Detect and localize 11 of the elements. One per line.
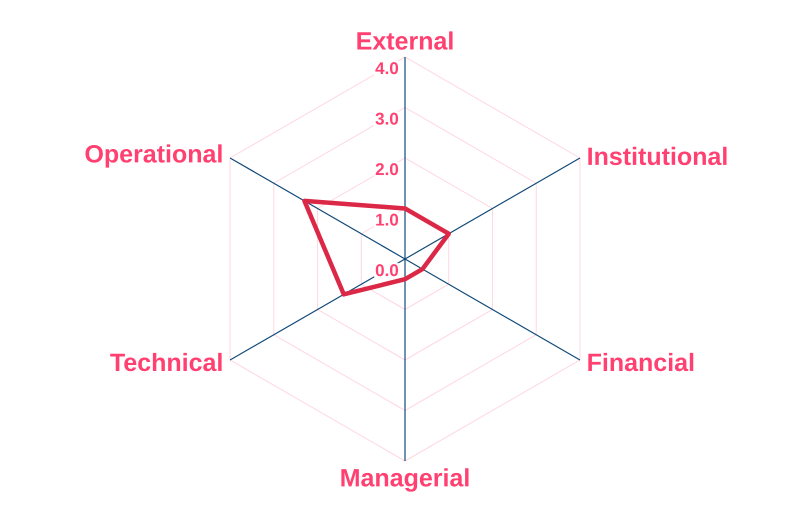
spoke-label: Technical <box>110 352 222 372</box>
spoke-label: Operational <box>85 144 222 168</box>
y-tick-label: 4.0 <box>375 62 398 74</box>
spoke-label: Financial <box>588 352 694 372</box>
spoke-label: Institutional <box>588 146 727 166</box>
y-tick-label: 0.0 <box>376 264 398 276</box>
spoke-label: External <box>357 31 453 50</box>
spoke-label: Managerial <box>341 468 469 492</box>
y-tick-label: 3.0 <box>376 112 398 125</box>
y-tick-label: 1.0 <box>376 214 398 226</box>
y-tick-label: 2.0 <box>376 163 398 176</box>
